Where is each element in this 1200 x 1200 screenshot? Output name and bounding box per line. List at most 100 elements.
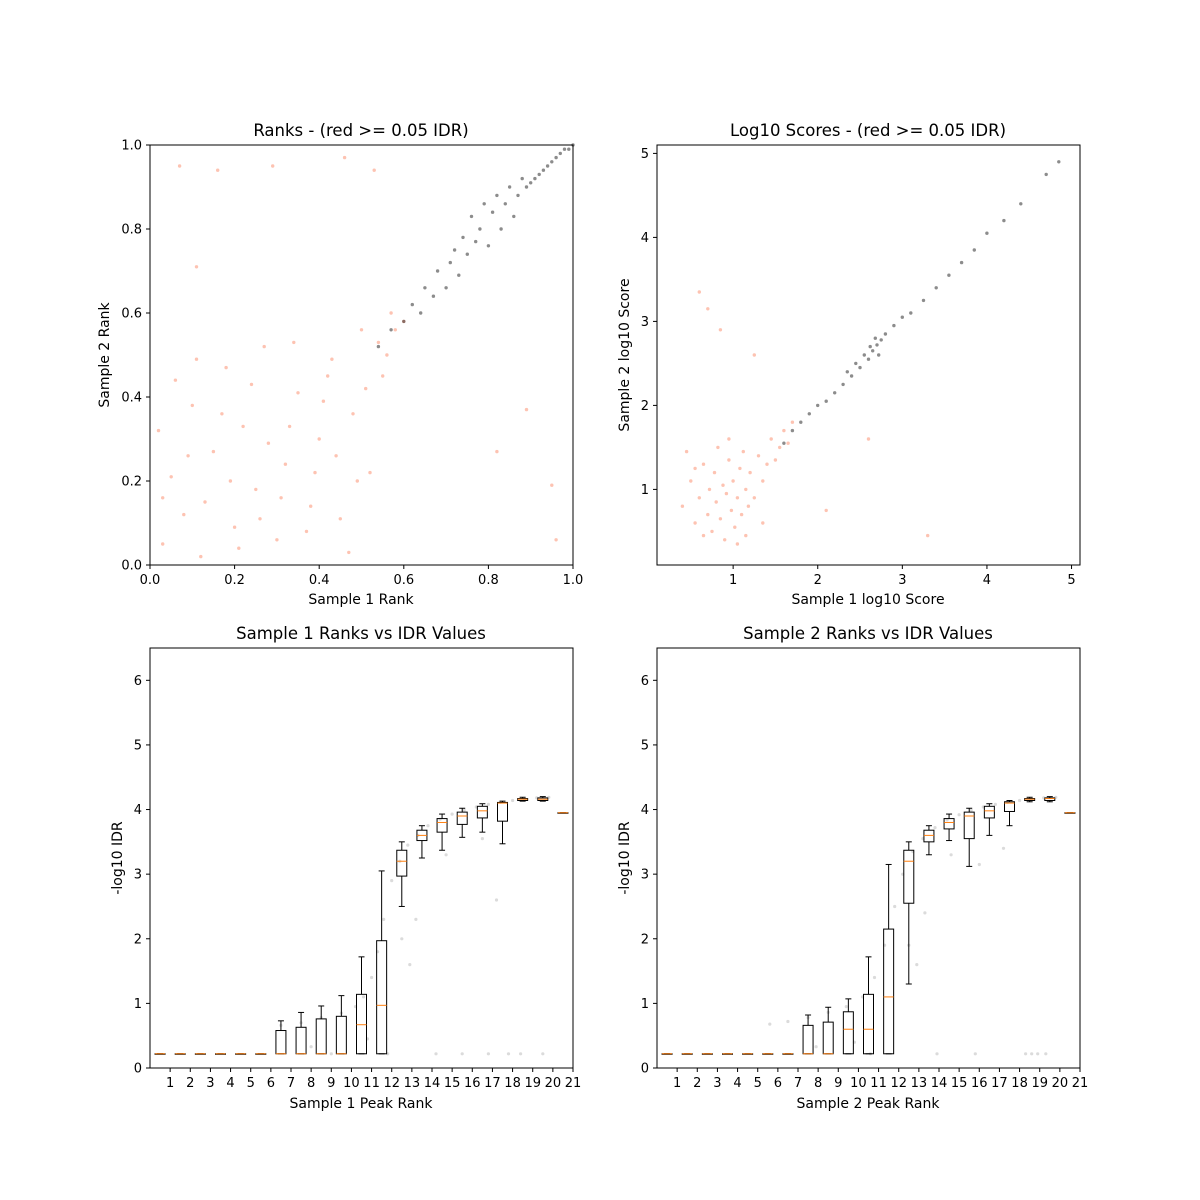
ranks-fail-point [232,525,237,529]
s2idr-y-tick-label: 2 [641,932,649,947]
s1idr-idr-point [486,1052,490,1056]
s1idr-idr-point [519,1052,523,1056]
scores-scatter-panel: Log10 Scores - (red >= 0.05 IDR) 1 2 3 4 5 1… [617,121,1081,608]
ranks-fail-point [385,353,389,357]
ranks-fail-point [355,479,359,483]
s1idr-idr-point [426,824,430,828]
scores-fail-point [689,479,693,483]
ranks-pass-point [465,252,469,256]
scores-pass-point [799,420,803,424]
ranks-pass-point [524,185,529,189]
s2idr-box [863,993,874,1055]
sample1-idr-panel: Sample 1 Ranks vs IDR Values 1 2 3 4 5 6 7 8 9 10… [110,624,581,1112]
scores-fail-point [693,521,697,525]
scores-fail-point [693,466,697,471]
scores-pass-point [868,344,872,349]
scores-y-tick-label: 1 [641,483,649,498]
ranks-pass-point [567,147,571,151]
ranks-fail-point [249,382,254,387]
ranks-y-tick-label: 1.0 [121,139,142,154]
s2idr-x-tick-label: 18 [1011,1076,1028,1091]
ranks-fail-point [177,164,182,168]
s2idr-x-tick-label: 7 [794,1076,802,1091]
s1idr-idr-point [450,812,454,816]
s1idr-idr-point [400,937,404,941]
s2idr-x-tick-label: 10 [850,1076,867,1091]
scores-fail-point [707,487,712,492]
scores-pass-point [875,343,879,347]
sample1-idr-y-ticks: 0 1 2 3 4 5 6 [134,674,150,1077]
ranks-fail-point [224,365,228,370]
scores-pass-point [1019,202,1023,206]
s2idr-x-tick-label: 8 [814,1076,822,1091]
s2idr-idr-point [973,1052,977,1056]
s2idr-x-tick-label: 16 [971,1076,988,1091]
ranks-points [156,143,575,559]
ranks-pass-point [461,235,465,240]
scores-y-tick-label: 5 [641,147,649,162]
scores-fail-point [752,353,756,357]
s2idr-box [923,829,935,843]
sample2-idr-boxes [661,796,1076,1055]
ranks-scatter-panel: Ranks - (red >= 0.05 IDR) 0.0 0.2 0.4 0.6 0.… [97,121,583,608]
s2idr-idr-point [949,853,953,857]
s1idr-x-tick-label: 7 [287,1076,295,1091]
ranks-pass-point [474,239,478,244]
ranks-fail-point [169,475,173,479]
s1idr-idr-point [460,1052,464,1056]
s2idr-x-tick-label: 21 [1072,1076,1089,1091]
ranks-fail-point [342,155,347,160]
scores-pass-point [883,332,888,336]
ranks-title: Ranks - (red >= 0.05 IDR) [253,121,468,140]
ranks-fail-point [330,357,334,361]
ranks-pass-point [482,202,486,206]
ranks-pass-point [507,185,512,189]
ranks-fail-point [317,437,321,441]
scores-pass-point [1044,172,1048,177]
scores-pass-point [871,349,875,353]
s1idr-x-tick-label: 13 [404,1076,421,1091]
ranks-pass-point [435,269,440,273]
ranks-y-tick-label: 0.6 [121,307,142,322]
scores-fail-point [706,512,710,517]
scores-fail-point [756,454,761,458]
ranks-pass-point [389,328,393,332]
s2idr-idr-point [872,975,877,980]
sample2-idr-y-ticks: 0 1 2 3 4 5 6 [641,674,657,1077]
s1idr-x-tick-label: 4 [226,1076,234,1091]
ranks-fail-point [275,538,279,542]
ranks-fail-point [228,479,233,483]
ranks-pass-point [512,214,516,219]
scores-pass-point [841,382,845,387]
s1idr-x-tick-label: 20 [545,1076,562,1091]
s1idr-idr-point [329,1052,333,1056]
scores-fail-point [765,462,769,466]
s2idr-x-tick-label: 6 [774,1076,782,1091]
s1idr-box [436,818,448,833]
ranks-y-tick-label: 0.4 [121,391,142,406]
ranks-fail-point [372,168,376,172]
s1idr-x-tick-label: 15 [444,1076,461,1091]
ranks-pass-point [520,176,524,181]
scores-pass-point [833,391,837,395]
ranks-fail-point [495,449,499,454]
ranks-y-tick-label: 0.2 [121,475,142,490]
ranks-pass-point [499,227,503,231]
s1idr-idr-point [361,995,366,999]
s2idr-idr-point [1001,846,1006,850]
s1idr-idr-point [406,843,410,847]
s1idr-y-tick-label: 2 [134,932,142,947]
sample1-idr-x-axis-label: Sample 1 Peak Rank [290,1096,434,1112]
s2idr-x-tick-label: 17 [991,1076,1008,1091]
s2idr-idr-point [945,818,949,822]
ranks-fail-point [359,328,364,332]
ranks-fail-point [368,470,372,475]
s1idr-x-tick-label: 8 [307,1076,315,1091]
ranks-fail-point [376,340,381,345]
scores-axes-frame [656,144,1081,566]
ranks-fail-point [241,424,245,429]
ranks-fail-point [203,500,207,504]
scores-pass-point [972,248,976,252]
ranks-fail-point [182,512,186,517]
